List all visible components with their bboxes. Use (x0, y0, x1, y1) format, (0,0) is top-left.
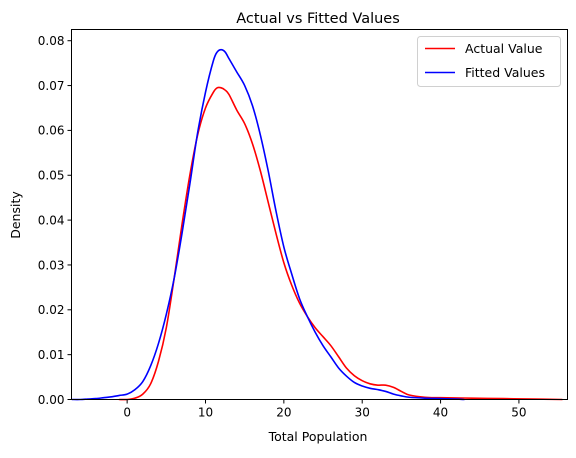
x-axis-label: Total Population (268, 429, 368, 444)
y-tick-label: 0.07 (38, 79, 65, 93)
axes-frame (71, 29, 568, 400)
x-tick-label: 30 (355, 406, 370, 420)
series-layer (71, 48, 563, 401)
x-axis: 0 10 20 30 40 50 (123, 399, 527, 420)
y-tick-label: 0.04 (38, 213, 65, 227)
y-tick-label: 0.03 (38, 258, 65, 272)
y-tick-label: 0.01 (38, 348, 65, 362)
y-tick-label: 0.02 (38, 303, 65, 317)
y-tick-label: 0.08 (38, 34, 65, 48)
legend-label-actual: Actual Value (465, 41, 543, 56)
legend: Actual Value Fitted Values (417, 36, 561, 87)
x-tick-label: 50 (511, 406, 526, 420)
series-line-actual (118, 86, 563, 401)
legend-label-fitted: Fitted Values (465, 65, 545, 80)
x-tick-label: 10 (198, 406, 213, 420)
x-tick-label: 20 (276, 406, 291, 420)
x-tick-label: 0 (123, 406, 131, 420)
y-axis-label: Density (8, 191, 23, 239)
chart-title: Actual vs Fitted Values (236, 11, 400, 27)
series-line-fitted (71, 48, 465, 401)
y-tick-label: 0.06 (38, 124, 65, 138)
y-tick-label: 0.05 (38, 169, 65, 183)
x-tick-label: 40 (433, 406, 448, 420)
y-axis: 0.00 0.01 0.02 0.03 0.04 0.05 0.06 0.07 0.08 (38, 34, 72, 407)
y-tick-label: 0.00 (38, 393, 65, 407)
